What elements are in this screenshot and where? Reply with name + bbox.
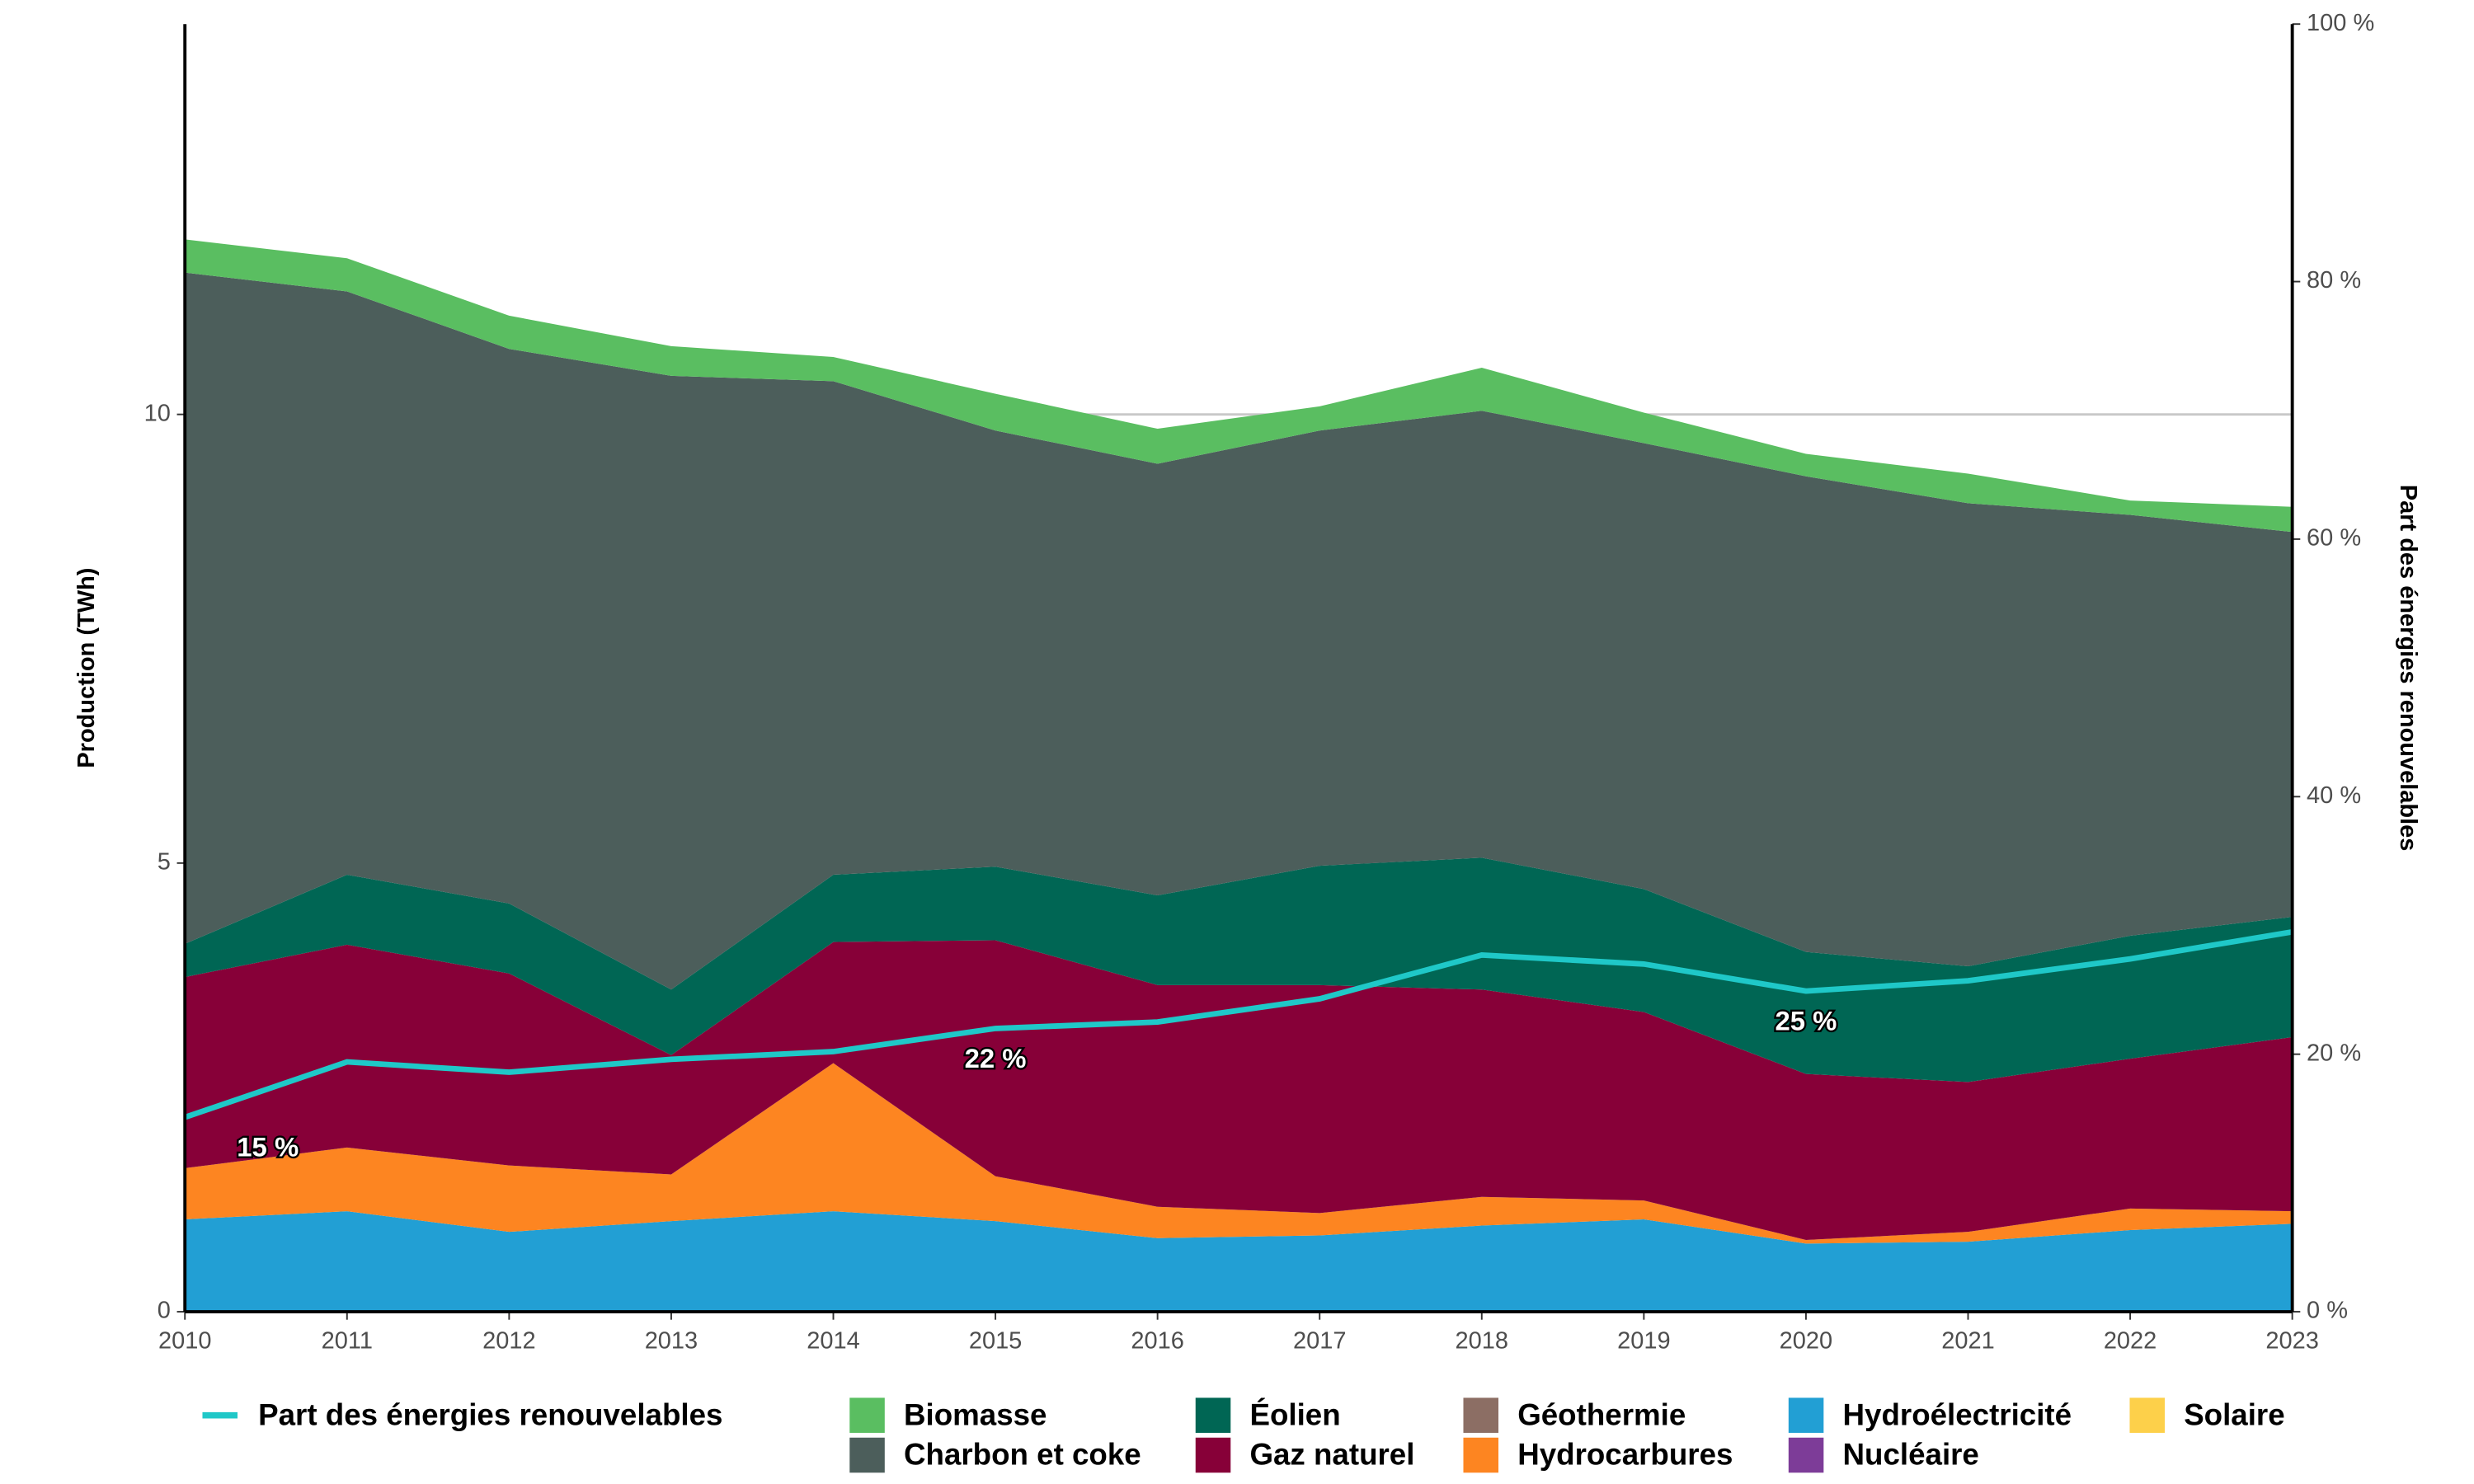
y2-tick-label: 100 % [2307,10,2374,36]
legend-label: Part des énergies renouvelables [258,1397,722,1431]
legend-swatch [1463,1397,1499,1433]
x-tick-label: 2021 [1941,1327,1994,1354]
legend-label: Gaz naturel [1249,1438,1414,1472]
area [185,1211,2293,1313]
y2-tick-label: 0 % [2307,1298,2348,1324]
legend-label: Hydrocarbures [1517,1438,1733,1472]
legend-swatch [849,1397,885,1433]
y2-tick-label: 40 % [2307,782,2361,809]
x-tick-label: 2011 [322,1327,373,1354]
areas [185,239,2293,1313]
area [185,272,2293,990]
x-tick-label: 2015 [969,1327,1022,1354]
x-tick-label: 2014 [807,1327,859,1354]
legend-swatch [1463,1437,1499,1473]
data-label: 25 % [1775,1005,1837,1036]
x-tick-label: 2023 [2265,1327,2318,1354]
x-tick-label: 2020 [1780,1327,1832,1354]
data-label: 22 % [965,1043,1027,1073]
legend-swatch [1788,1397,1824,1433]
x-tick-label: 2016 [1131,1327,1183,1354]
y2-tick-label: 20 % [2307,1040,2361,1066]
legend: Part des énergies renouvelables Biomasse C… [202,1397,2285,1473]
area [185,940,2293,1240]
legend-swatch [1195,1437,1231,1473]
area [185,1063,2293,1244]
legend-swatch [1788,1437,1824,1473]
x-tick-label: 2017 [1293,1327,1346,1354]
y2-tick-label: 60 % [2307,525,2361,552]
y-tick-label: 10 [144,400,171,426]
legend-swatch [1195,1397,1231,1433]
x-tick-label: 2012 [482,1327,535,1354]
legend-label: Biomasse [904,1397,1047,1431]
line [184,928,2293,1120]
data-label: 15 % [237,1132,299,1162]
y2-tick-label: 80 % [2307,267,2361,294]
y-tick-label: 5 [158,848,171,875]
x-tick-label: 2013 [645,1327,698,1354]
legend-swatch [2129,1397,2165,1433]
y-tick-label: 0 [158,1298,171,1324]
legend-label: Géothermie [1517,1397,1686,1431]
y-axis-title: Production (TWh) [73,568,100,768]
legend-label: Solaire [2184,1397,2284,1431]
y2-axis-title: Part des énergies renouvelables [2395,485,2421,852]
x-tick-label: 2019 [1617,1327,1670,1354]
legend-label: Hydroélectricité [1843,1397,2072,1431]
legend-label: Nucléaire [1843,1438,1979,1472]
area [185,239,2293,533]
area [185,857,2293,1082]
x-tick-label: 2010 [158,1327,211,1354]
x-tick-label: 2018 [1456,1327,1508,1354]
legend-label: Charbon et coke [904,1438,1141,1472]
legend-label: Éolien [1249,1397,1340,1431]
x-tick-label: 2022 [2104,1327,2157,1354]
legend-swatch [849,1437,885,1473]
